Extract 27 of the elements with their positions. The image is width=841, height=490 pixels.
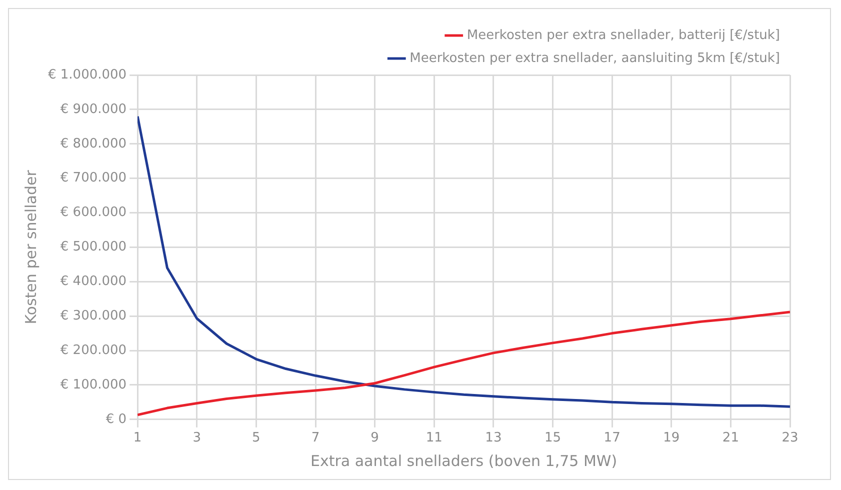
y-tick-label: € 700.000: [60, 170, 127, 186]
x-tick-label: 5: [252, 430, 260, 446]
x-tick-label: 15: [544, 430, 562, 446]
x-tick-label: 23: [782, 430, 798, 446]
y-tick-label: € 300.000: [60, 308, 127, 324]
x-tick-label: 1: [133, 430, 142, 446]
y-axis-title: Kosten per snellader: [22, 169, 40, 324]
x-tick-label: 21: [722, 430, 739, 446]
y-tick-label: € 600.000: [60, 205, 127, 220]
x-tick-label: 17: [604, 430, 620, 446]
x-tick-label: 7: [311, 430, 320, 446]
legend-label: Meerkosten per extra snellader, batterij [€/stuk]: [466, 28, 780, 43]
x-tick-label: 19: [663, 430, 680, 446]
x-tick-label: 3: [192, 430, 202, 446]
y-tick-label: € 200.000: [60, 342, 127, 358]
y-tick-label: € 800.000: [60, 136, 127, 152]
y-tick-label: € 900.000: [60, 102, 127, 117]
x-tick-label: 11: [426, 430, 442, 446]
x-axis-title: Extra aantal snelladers (boven 1,75 MW): [310, 452, 618, 470]
y-tick-label: € 400.000: [60, 274, 127, 290]
x-tick-label: 13: [485, 430, 502, 446]
y-tick-label: € 100.000: [60, 377, 127, 392]
y-tick-label: € 1.000.000: [48, 67, 127, 82]
legend-label: Meerkosten per extra snellader, aansluiting 5km [€/stuk]: [410, 50, 780, 66]
y-tick-label: € 500.000: [60, 240, 127, 255]
x-tick-label: 9: [370, 430, 379, 446]
y-tick-label: € 0: [106, 412, 127, 427]
